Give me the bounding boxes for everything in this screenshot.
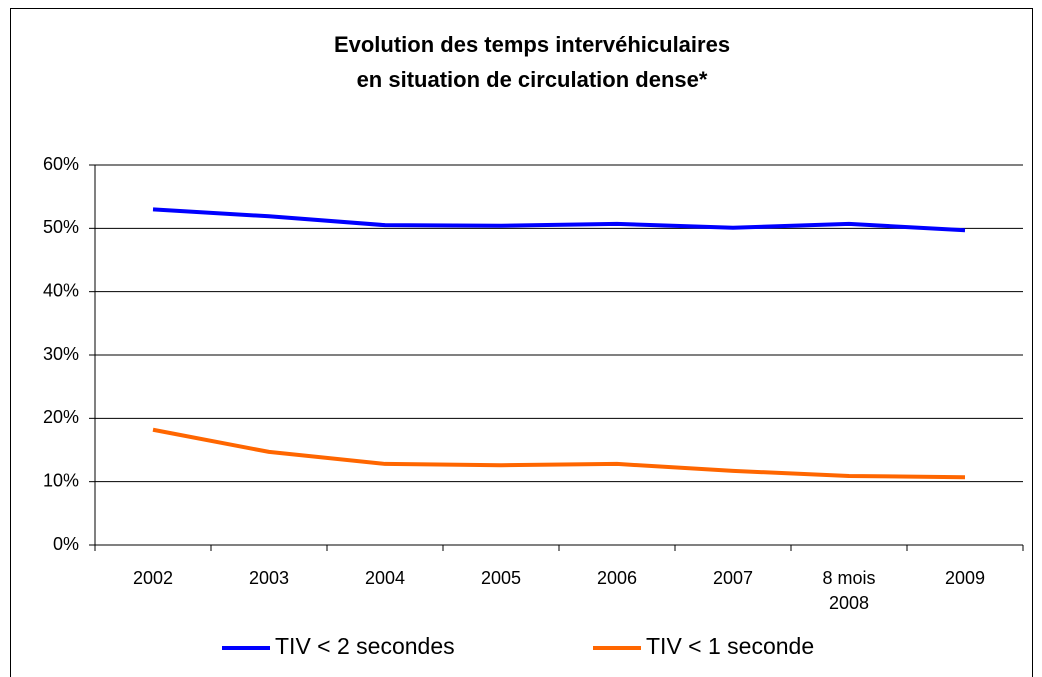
y-tick-label: 30%: [43, 344, 79, 364]
y-tick-label: 60%: [43, 154, 79, 174]
legend-label: TIV < 1 seconde: [646, 633, 814, 659]
x-tick-label: 2009: [945, 568, 985, 588]
x-tick-label: 2002: [133, 568, 173, 588]
chart-title: en situation de circulation dense*: [357, 67, 708, 92]
x-tick-label: 2007: [713, 568, 753, 588]
y-tick-label: 10%: [43, 470, 79, 490]
line-series: [152, 207, 966, 233]
x-tick-label: 2004: [365, 568, 405, 588]
chart-frame: [10, 8, 1033, 677]
y-tick-label: 20%: [43, 407, 79, 427]
x-tick-label: 2006: [597, 568, 637, 588]
x-tick-label: 8 mois 2008: [822, 568, 875, 613]
chart-title: Evolution des temps intervéhiculaires: [334, 32, 730, 57]
y-tick-label: 0%: [53, 534, 79, 554]
line-series: [152, 427, 966, 480]
x-tick-label: 2005: [481, 568, 521, 588]
y-tick-label: 40%: [43, 280, 79, 300]
y-tick-label: 50%: [43, 217, 79, 237]
x-tick-label: 2003: [249, 568, 289, 588]
legend-label: TIV < 2 secondes: [275, 633, 455, 659]
